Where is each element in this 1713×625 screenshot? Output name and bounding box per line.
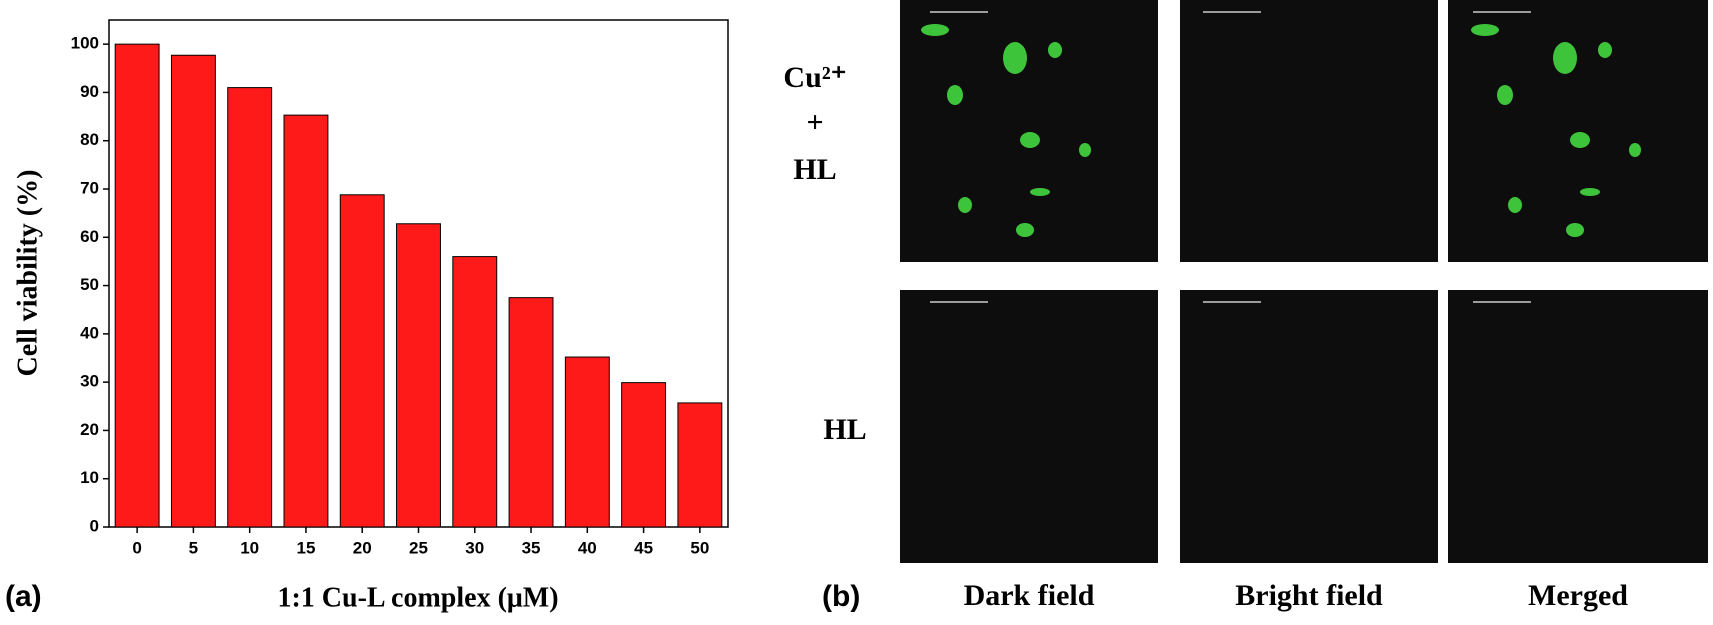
x-tick-label: 30 [465,538,484,557]
row-label: HL [793,153,836,186]
x-tick-label: 40 [578,538,597,557]
x-tick-label: 20 [353,538,372,557]
micrograph [1448,0,1708,262]
y-tick-label: 10 [80,468,99,487]
y-tick-label: 50 [80,275,99,294]
bar [677,402,723,528]
panel-label: (a) [5,580,42,613]
panel-label: (b) [822,580,860,613]
x-axis-label: 1:1 Cu-L complex (μM) [277,582,558,613]
micrograph-grid [900,0,1708,563]
y-tick-label: 40 [80,323,99,342]
bar [283,114,329,528]
y-tick-label: 30 [80,372,99,391]
column-label: Merged [1528,579,1628,612]
bar [227,87,273,528]
row-label: HL [823,413,866,446]
x-tick-label: 10 [240,538,259,557]
x-tick-label: 15 [296,538,315,557]
y-tick-label: 60 [80,227,99,246]
micrograph [900,0,1158,262]
micrograph [1180,290,1438,563]
micrograph [900,290,1158,563]
column-label: Bright field [1235,579,1383,612]
bar [396,223,441,528]
bar [114,43,160,528]
bar [339,194,385,528]
cells [921,24,1641,237]
row-label: + [806,106,823,139]
bar [170,54,216,528]
bar [621,382,667,528]
x-tick-label: 5 [189,538,198,557]
y-tick-label: 100 [71,34,99,53]
y-axis-label: Cell viability (%) [12,170,43,377]
bar [508,297,554,528]
x-tick-label: 35 [522,538,541,557]
x-tick-label: 50 [690,538,709,557]
column-label: Dark field [964,579,1095,612]
y-tick-label: 80 [80,130,99,149]
micrograph [1448,290,1708,563]
micrograph [1180,0,1438,262]
x-tick-label: 45 [634,538,653,557]
y-tick-label: 0 [90,516,99,535]
bar [452,256,498,528]
scale-bars [930,11,1531,303]
y-tick-label: 70 [80,178,99,197]
y-tick-label: 90 [80,82,99,101]
x-tick-label: 0 [132,538,141,557]
row-label: Cu²⁺ [783,61,846,94]
y-tick-label: 20 [80,420,99,439]
x-tick-label: 25 [409,538,428,557]
bar [564,356,610,528]
